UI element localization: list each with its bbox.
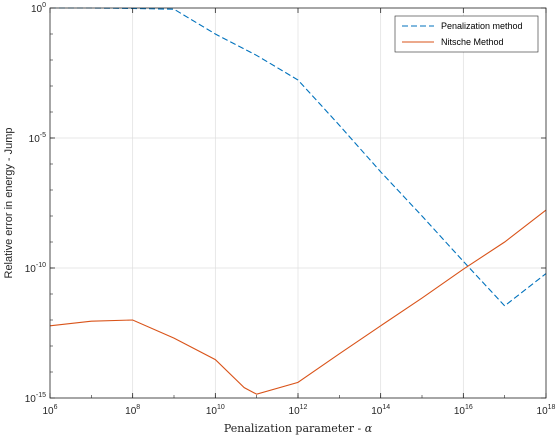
legend-label-nitsche: Nitsche Method <box>441 37 504 47</box>
y-axis-label: Relative error in energy - Jump <box>3 127 15 278</box>
x-tick-label: 106 <box>42 404 57 417</box>
x-tick-label: 108 <box>125 404 140 417</box>
x-tick-label: 1016 <box>454 404 473 417</box>
y-tick-label: 100 <box>31 2 46 15</box>
x-tick-label: 1010 <box>206 404 225 417</box>
ticks <box>49 7 547 399</box>
x-tick-label: 1014 <box>371 404 390 417</box>
x-tick-label: 1012 <box>289 404 308 417</box>
series-line-nitsche <box>49 209 547 395</box>
y-tick-label: 10-10 <box>25 262 46 275</box>
x-axis-label: Penalization parameter - α <box>224 422 373 435</box>
x-tick-labels: 106 108 1010 1012 1014 1016 1018 <box>42 404 555 417</box>
legend-label-penalization: Penalization method <box>441 21 523 31</box>
y-tick-label: 10-5 <box>29 132 46 145</box>
legend: Penalization method Nitsche Method <box>394 15 539 53</box>
legend-box <box>394 15 539 53</box>
y-tick-labels: 100 10-5 10-10 10-15 <box>25 2 46 405</box>
x-tick-label: 1018 <box>537 404 556 417</box>
y-tick-label: 10-15 <box>25 392 46 405</box>
